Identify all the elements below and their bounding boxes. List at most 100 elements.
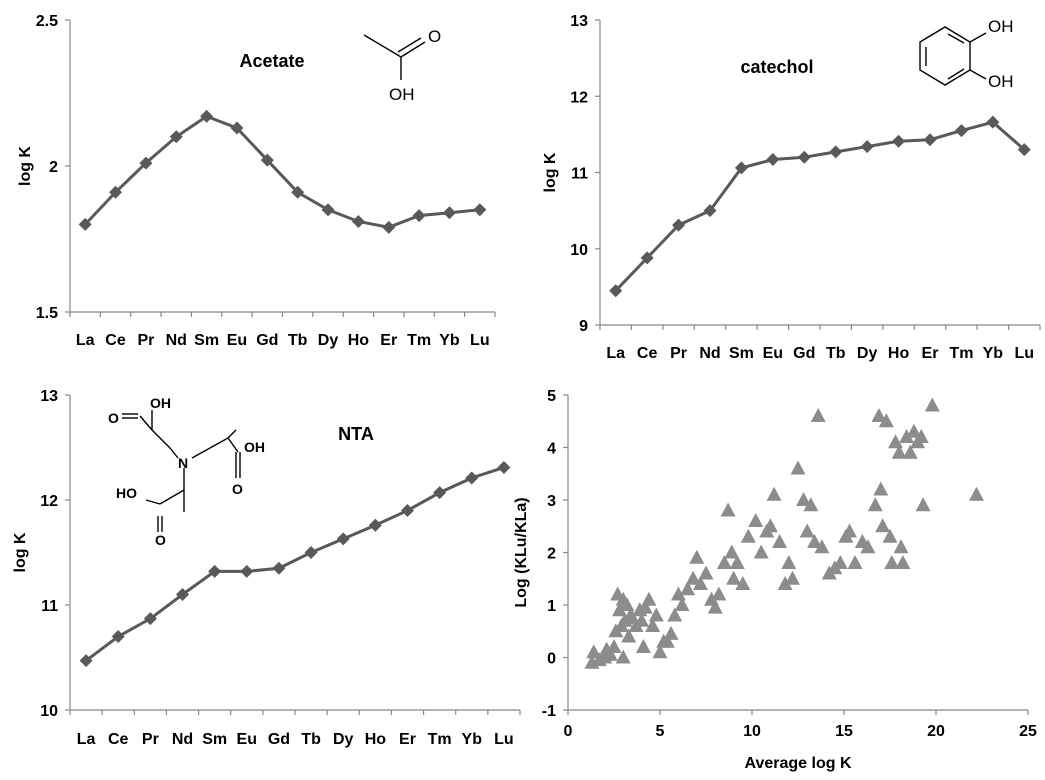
data-point (230, 121, 244, 135)
scatter-point (612, 602, 628, 617)
scatter-point (716, 555, 732, 569)
x-tick-label: 20 (927, 723, 945, 740)
scatter-point (619, 597, 635, 611)
scatter-point (913, 429, 929, 443)
hydroxyl-label: OH (988, 72, 1014, 91)
data-point (240, 564, 254, 578)
x-tick-label: Eu (227, 332, 247, 349)
chart-acetate: Acetate O OH 1.5 2 2.5 La Ce Pr Nd Sm Eu Gd Tb Dy Ho… (17, 13, 496, 349)
scatter-point (873, 481, 889, 496)
x-tick-label: Ho (348, 332, 370, 349)
y-tick-label: 1 (547, 598, 556, 615)
y-tick-label: 9 (579, 318, 588, 335)
x-tick-label: 5 (656, 723, 665, 740)
scatter-point (729, 555, 745, 569)
y-tick-label: 2.5 (36, 13, 58, 30)
scatter-point (652, 644, 668, 659)
x-tick-label: Er (380, 332, 397, 349)
y-tick-label: 2 (547, 546, 556, 563)
scatter-point (871, 408, 887, 422)
chart-title: catechol (740, 57, 813, 77)
series-line (84, 114, 480, 229)
scatter-point (602, 646, 618, 661)
x-tick-label: La (76, 332, 95, 349)
scatter-point (615, 649, 631, 664)
data-point (200, 109, 214, 123)
x-tick-label: Ho (365, 731, 387, 748)
data-point (382, 220, 396, 234)
x-tick-label: La (606, 345, 625, 362)
data-point (368, 518, 382, 532)
y-tick-label: 13 (40, 388, 58, 405)
y-tick-label: 11 (571, 166, 588, 183)
x-tick-label: Dy (333, 731, 354, 748)
y-tick-label: 1.5 (36, 305, 58, 322)
scatter-point (860, 539, 876, 554)
x-tick-label: La (77, 731, 96, 748)
scatter-point (784, 570, 800, 585)
x-tick-label: Nd (699, 345, 720, 362)
scatter-point (915, 497, 931, 512)
x-tick-label: Ho (888, 345, 910, 362)
y-tick-label: 0 (547, 651, 556, 668)
x-tick-label: Gd (268, 731, 290, 748)
hydroxyl-label: HO (116, 485, 137, 501)
x-tick-label: Pr (142, 731, 159, 748)
x-tick-label: Pr (670, 345, 687, 362)
data-point (734, 161, 748, 175)
scatter-point (867, 497, 883, 512)
data-point (79, 654, 93, 668)
data-point (433, 486, 447, 500)
y-tick-label: 5 (547, 388, 556, 405)
data-point (336, 532, 350, 546)
series-line (85, 466, 505, 662)
x-tick-label: Lu (470, 332, 490, 349)
y-tick-label: 3 (547, 493, 556, 510)
scatter-point (878, 413, 894, 428)
data-point (473, 203, 487, 217)
scatter-point (807, 534, 823, 548)
y-tick-label: 12 (570, 89, 588, 106)
oxygen-label: O (428, 27, 441, 46)
chart-title: NTA (338, 424, 374, 444)
series-line (614, 120, 1026, 292)
y-axis-label: log K (542, 152, 559, 192)
scatter-point (667, 607, 683, 622)
data-point (176, 588, 189, 601)
hydroxyl-label: OH (244, 439, 265, 455)
oxygen-label: O (232, 481, 243, 497)
scatter-point (735, 576, 751, 590)
x-tick-label: Yb (462, 731, 483, 748)
data-point (351, 214, 365, 228)
y-tick-label: 2 (49, 159, 58, 176)
chart-nta: NTA OH O N OH HO O O (12, 388, 521, 748)
acetate-structure: O OH (363, 27, 441, 104)
data-point (111, 630, 125, 643)
data-point (497, 460, 511, 474)
x-tick-label: Tb (826, 345, 846, 362)
y-tick-label: 12 (40, 493, 58, 510)
data-point (291, 185, 305, 199)
x-tick-label: Er (922, 345, 939, 362)
scatter-point (648, 607, 664, 622)
scatter-point (902, 444, 918, 459)
x-tick-label: Pr (137, 332, 154, 349)
data-point (442, 206, 456, 220)
y-axis-label: log K (17, 146, 34, 186)
x-tick-label: Dy (857, 345, 878, 362)
scatter-point (832, 555, 848, 569)
data-point (1017, 143, 1031, 157)
scatter-point (670, 586, 686, 601)
scatter-point (893, 539, 909, 554)
data-point (143, 612, 157, 626)
data-point (829, 145, 843, 159)
x-tick-label: Ce (108, 731, 129, 748)
x-tick-label: Sm (194, 332, 219, 349)
x-tick-label: Gd (256, 332, 278, 349)
scatter-point (720, 502, 736, 517)
x-tick-label: Tm (428, 731, 452, 748)
scatter-point (772, 534, 788, 548)
hydroxyl-label: OH (389, 85, 415, 104)
scatter-point (891, 444, 907, 459)
data-point (260, 153, 274, 167)
